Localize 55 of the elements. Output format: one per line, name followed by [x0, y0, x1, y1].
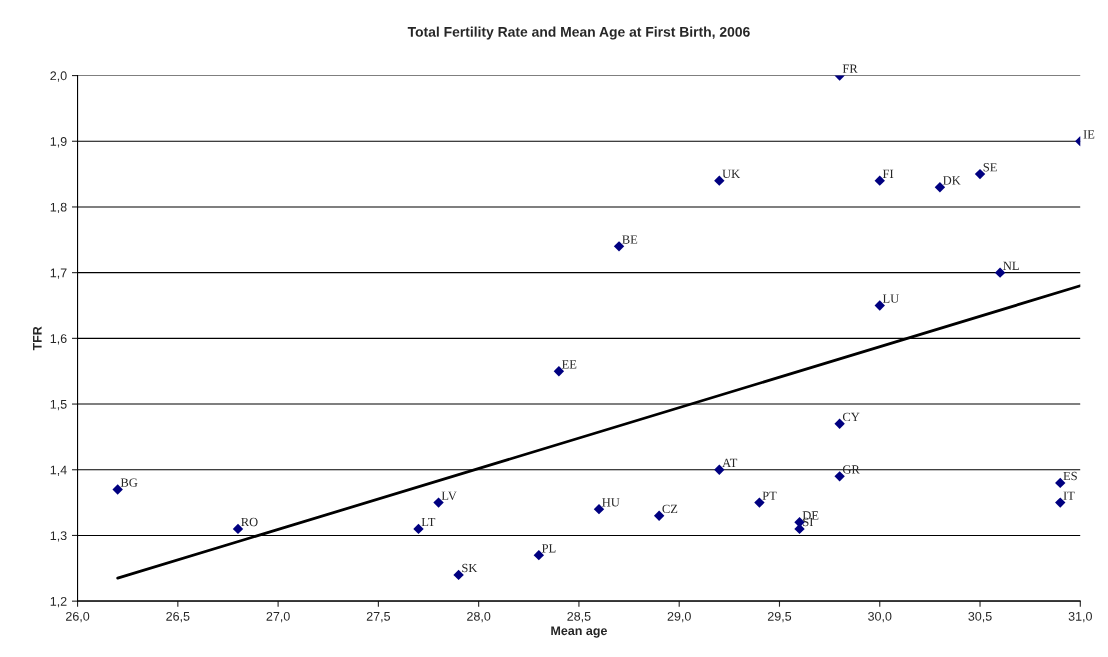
annotation: NL: [1003, 261, 1019, 270]
point: [834, 418, 845, 429]
annotation: PL: [541, 544, 556, 553]
y-tick-label: 1,7: [50, 268, 67, 279]
chart-title: Total Fertility Rate and Mean Age at First Birth, 2006: [407, 26, 750, 40]
x-tick-label: 28,0: [467, 611, 491, 623]
annotation: BG: [120, 478, 138, 487]
annotation: IT: [1063, 491, 1075, 500]
x-tick-label: 27,0: [266, 611, 290, 623]
point: [413, 523, 424, 535]
point: [754, 497, 765, 508]
annotation: FR: [842, 64, 858, 73]
point: [112, 484, 123, 495]
annotation: FI: [882, 169, 894, 178]
point: [834, 471, 845, 482]
annotation: ES: [1063, 471, 1077, 481]
annotation: UK: [722, 169, 741, 179]
y-tick-label: 1,5: [50, 399, 67, 411]
annotation: LU: [882, 294, 899, 303]
x-tick-label: 29,0: [667, 611, 691, 623]
y-axis-title: TFR: [33, 326, 42, 351]
point: [874, 175, 885, 186]
annotation: CY: [842, 412, 860, 422]
y-tick-label: 1,8: [50, 202, 67, 214]
x-tick-label: 30,0: [868, 611, 892, 623]
annotation: EE: [562, 360, 577, 369]
annotation: SK: [462, 563, 478, 573]
annotation: LV: [441, 491, 457, 501]
annotation: DK: [943, 176, 961, 185]
x-tick-label: 28,5: [567, 611, 591, 623]
annotation: CZ: [662, 504, 678, 514]
x-tick-label: 29,5: [767, 611, 792, 623]
y-tick-label: 2,0: [50, 71, 67, 82]
annotation: SE: [983, 163, 997, 172]
annotation: RO: [241, 517, 258, 527]
y-tick-label: 1,2: [50, 596, 67, 608]
annotation: IE: [1083, 130, 1095, 139]
point: [874, 300, 885, 311]
point: [433, 497, 444, 508]
x-tick-label: 31,0: [1068, 611, 1092, 623]
annotation: BE: [622, 235, 638, 244]
x-tick-label: 27,5: [366, 611, 391, 623]
x-axis-title: Mean age: [551, 626, 607, 638]
y-tick-label: 1,6: [50, 334, 67, 345]
x-tick-label: 30,5: [968, 611, 992, 623]
x-tick-label: 26,5: [166, 611, 190, 623]
point: [453, 569, 464, 581]
y-tick-label: 1,4: [50, 465, 67, 476]
x-tick-label: 26,0: [66, 611, 90, 623]
annotation: PT: [762, 491, 777, 500]
y-tick-label: 1,9: [50, 137, 67, 148]
annotation: LT: [421, 517, 436, 527]
y-tick-label: 1,3: [50, 531, 67, 542]
annotation: AT: [722, 458, 738, 467]
annotation: HU: [602, 498, 620, 507]
